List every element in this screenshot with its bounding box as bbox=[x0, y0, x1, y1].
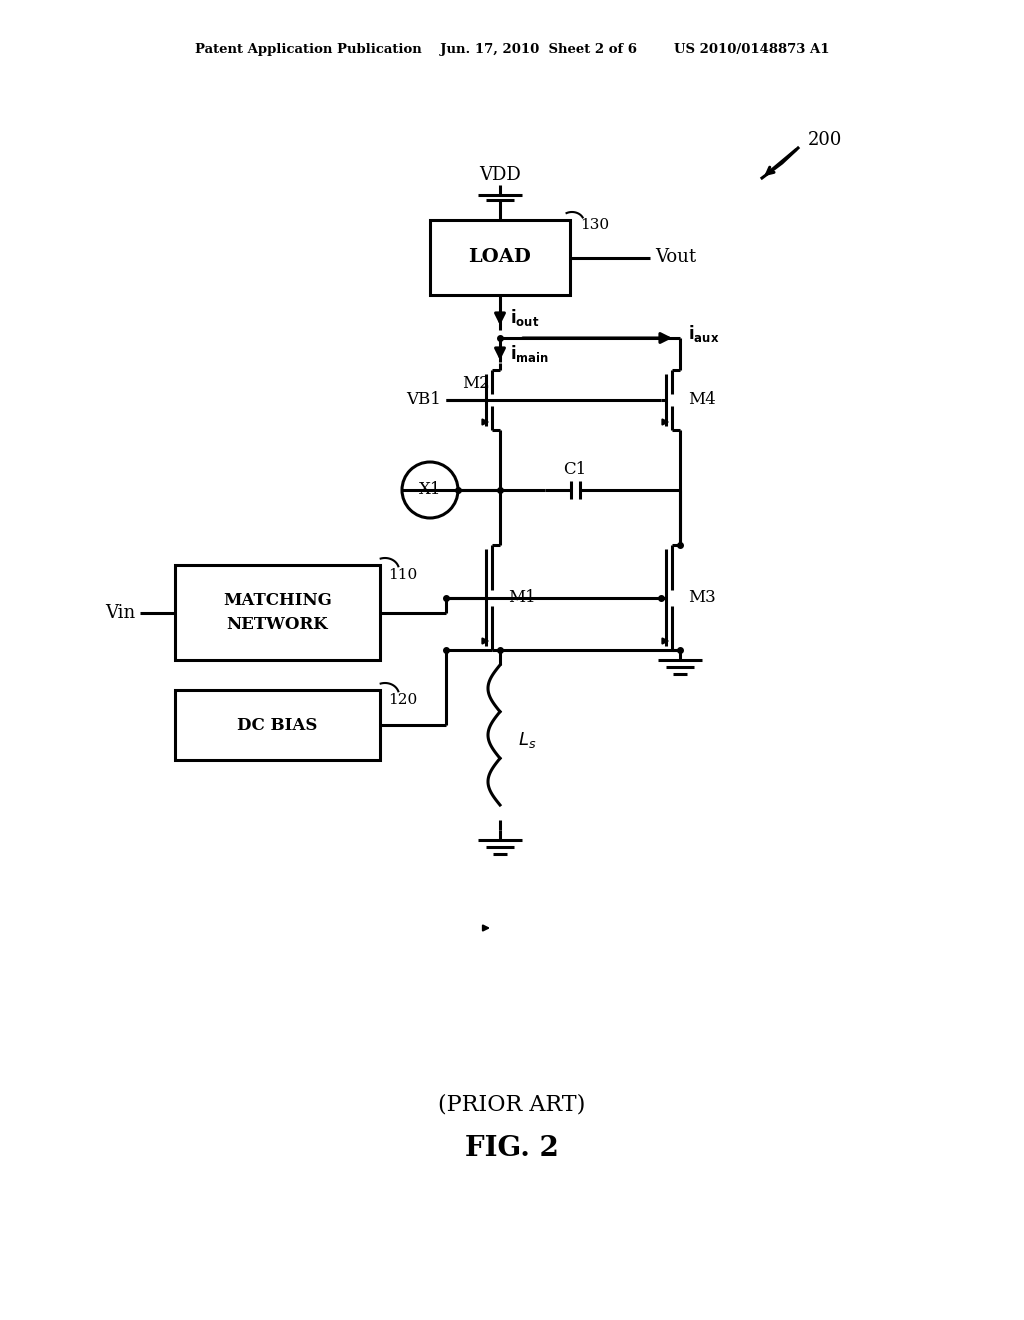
Text: Vin: Vin bbox=[104, 603, 135, 622]
Text: MATCHING
NETWORK: MATCHING NETWORK bbox=[223, 593, 332, 632]
Text: M1: M1 bbox=[508, 589, 536, 606]
Text: 130: 130 bbox=[580, 218, 609, 232]
Text: FIG. 2: FIG. 2 bbox=[465, 1134, 559, 1162]
Text: VB1: VB1 bbox=[407, 392, 441, 408]
Text: X1: X1 bbox=[419, 482, 441, 499]
Text: LOAD: LOAD bbox=[469, 248, 531, 267]
Text: Patent Application Publication    Jun. 17, 2010  Sheet 2 of 6        US 2010/014: Patent Application Publication Jun. 17, … bbox=[195, 44, 829, 57]
Text: M2: M2 bbox=[462, 375, 490, 392]
Text: 120: 120 bbox=[388, 693, 417, 708]
Text: $\mathbf{i}_{\mathbf{aux}}$: $\mathbf{i}_{\mathbf{aux}}$ bbox=[688, 322, 719, 343]
Text: (PRIOR ART): (PRIOR ART) bbox=[438, 1094, 586, 1115]
Text: $\mathbf{i}_{\mathbf{out}}$: $\mathbf{i}_{\mathbf{out}}$ bbox=[510, 308, 540, 329]
Text: $\mathbf{i}_{\mathbf{main}}$: $\mathbf{i}_{\mathbf{main}}$ bbox=[510, 343, 549, 364]
Text: C1: C1 bbox=[563, 462, 587, 479]
Text: 110: 110 bbox=[388, 568, 417, 582]
Text: DC BIAS: DC BIAS bbox=[238, 717, 317, 734]
Text: $L_s$: $L_s$ bbox=[518, 730, 537, 750]
Bar bbox=[175, 565, 380, 660]
Text: M4: M4 bbox=[688, 392, 716, 408]
Text: VDD: VDD bbox=[479, 166, 521, 183]
Text: 200: 200 bbox=[808, 131, 843, 149]
Bar bbox=[430, 220, 570, 294]
Bar bbox=[175, 690, 380, 760]
Text: Vout: Vout bbox=[655, 248, 696, 267]
Text: M3: M3 bbox=[688, 589, 716, 606]
